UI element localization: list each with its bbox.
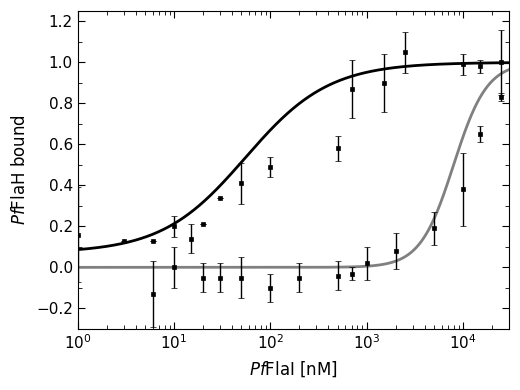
Y-axis label: $\mathit{Pf}$FlaH bound: $\mathit{Pf}$FlaH bound <box>11 115 29 225</box>
X-axis label: $\mathit{Pf}$FlaI [nM]: $\mathit{Pf}$FlaI [nM] <box>249 359 338 379</box>
